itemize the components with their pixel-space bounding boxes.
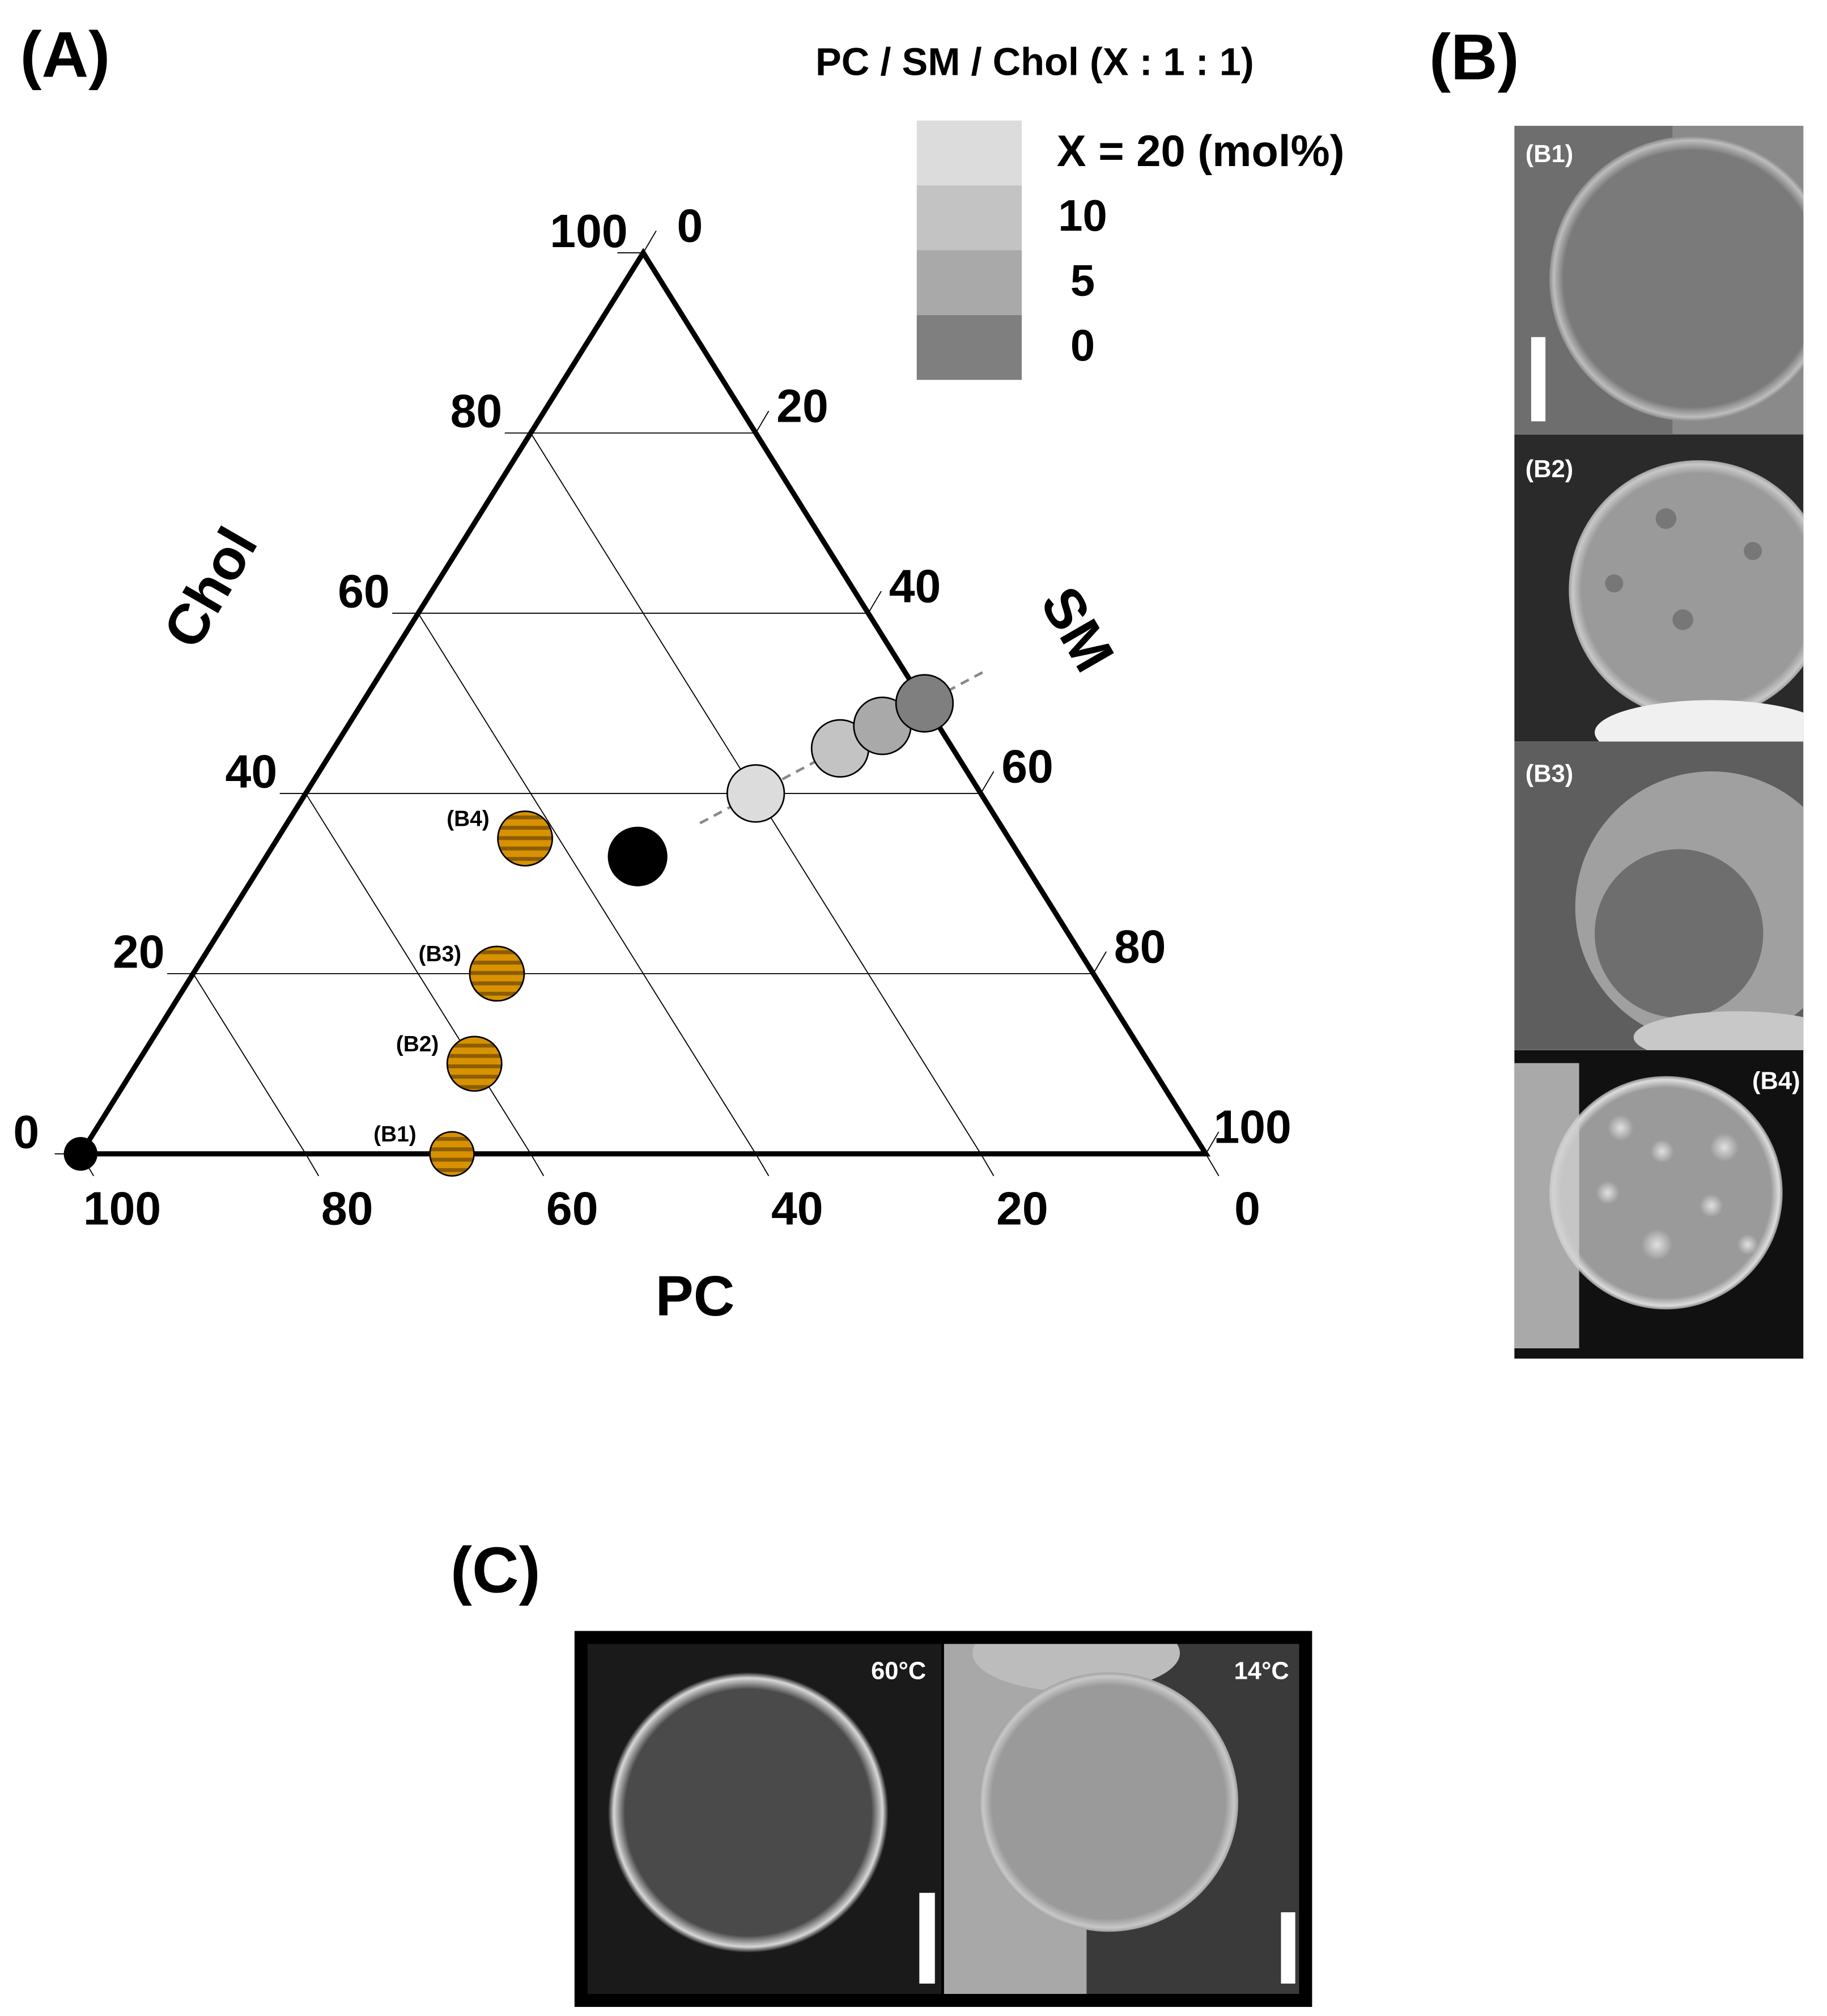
tick-label: 60 bbox=[1001, 741, 1053, 793]
point bbox=[429, 1131, 475, 1177]
image-label: (B4) bbox=[1752, 1068, 1800, 1095]
grid-line bbox=[193, 973, 307, 1155]
panel-label: (A) bbox=[20, 18, 110, 91]
tick-mark bbox=[1093, 951, 1107, 974]
panel-label: (C) bbox=[451, 1534, 541, 1606]
image-label: (B3) bbox=[1526, 760, 1574, 787]
tick-mark bbox=[980, 1153, 995, 1177]
point-label: (B1) bbox=[373, 1122, 417, 1147]
micrograph-c1 bbox=[587, 1644, 942, 1994]
tick-mark bbox=[643, 230, 657, 253]
micrograph-b1 bbox=[1514, 125, 1804, 435]
point bbox=[726, 764, 785, 823]
point bbox=[895, 674, 954, 733]
grid-line bbox=[305, 793, 532, 1155]
tick-label: 80 bbox=[1114, 920, 1166, 973]
image-label: 60°C bbox=[871, 1657, 926, 1684]
tick-mark bbox=[755, 410, 770, 434]
micrograph-b4 bbox=[1514, 1050, 1804, 1359]
tick-label: 20 bbox=[776, 380, 828, 432]
point bbox=[497, 810, 553, 867]
tick-label: 40 bbox=[771, 1183, 823, 1235]
tick-mark bbox=[530, 1153, 545, 1177]
axis-title: Chol bbox=[151, 517, 270, 659]
tick-label: 0 bbox=[1234, 1183, 1260, 1235]
axis-title: SM bbox=[1029, 576, 1126, 682]
grid-line bbox=[418, 613, 757, 1155]
axis-title: PC bbox=[656, 1264, 735, 1328]
legend-swatch bbox=[916, 185, 1022, 251]
legend-label: 0 bbox=[1070, 321, 1095, 370]
tick-label: 100 bbox=[1213, 1101, 1291, 1153]
point-label: (B3) bbox=[419, 942, 462, 966]
tick-mark bbox=[1205, 1153, 1220, 1177]
tick-label: 0 bbox=[677, 200, 703, 252]
point bbox=[469, 945, 525, 1002]
tick-mark bbox=[305, 1153, 320, 1177]
image-label: (B1) bbox=[1526, 141, 1574, 168]
point-label: (B4) bbox=[447, 807, 490, 831]
tick-mark bbox=[1205, 1131, 1220, 1155]
tick-label: 20 bbox=[996, 1183, 1048, 1235]
triangle-frame bbox=[76, 248, 1211, 1157]
micrograph-b3 bbox=[1514, 741, 1804, 1050]
tick-mark bbox=[868, 591, 882, 614]
legend-swatch bbox=[916, 250, 1022, 315]
image-label: 14°C bbox=[1234, 1657, 1289, 1684]
point-label: (B2) bbox=[396, 1032, 439, 1056]
legend-title: PC / SM / Chol (X : 1 : 1) bbox=[815, 40, 1254, 83]
tick-label: 60 bbox=[546, 1183, 598, 1235]
tick-label: 100 bbox=[550, 205, 627, 257]
tick-label: 40 bbox=[226, 746, 278, 798]
tick-mark bbox=[980, 771, 995, 794]
legend-label: 5 bbox=[1070, 257, 1095, 305]
image-label: (B2) bbox=[1526, 456, 1574, 483]
tick-label: 60 bbox=[338, 566, 390, 618]
tick-label: 20 bbox=[113, 926, 165, 978]
point bbox=[63, 1137, 98, 1171]
point bbox=[607, 826, 668, 886]
legend-label: 10 bbox=[1058, 192, 1107, 240]
micrograph-c2 bbox=[944, 1644, 1299, 1994]
tick-label: 40 bbox=[889, 561, 941, 613]
tick-label: 0 bbox=[13, 1106, 39, 1158]
tick-label: 80 bbox=[451, 385, 503, 438]
point bbox=[446, 1035, 503, 1092]
legend-label: X = 20 (mol%) bbox=[1057, 127, 1345, 176]
tick-label: 80 bbox=[321, 1183, 373, 1235]
micrograph-b2 bbox=[1514, 434, 1804, 742]
legend-swatch bbox=[916, 120, 1022, 186]
legend-swatch bbox=[916, 315, 1022, 380]
panel-label: (B) bbox=[1429, 21, 1519, 94]
tick-mark bbox=[755, 1153, 770, 1177]
tick-label: 100 bbox=[83, 1183, 161, 1235]
